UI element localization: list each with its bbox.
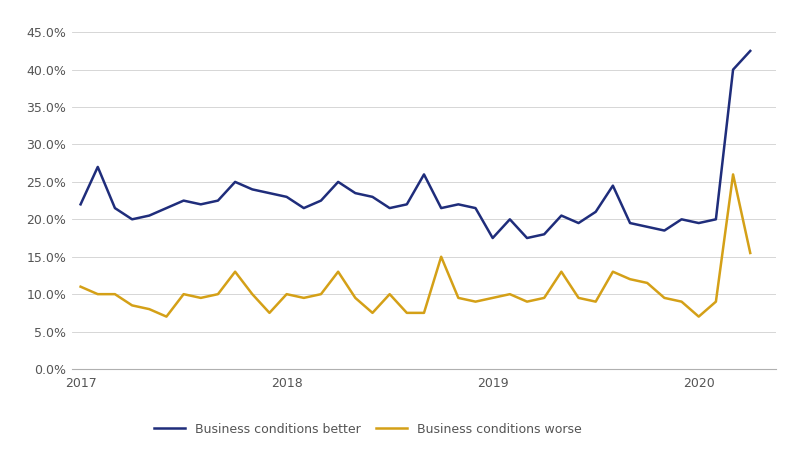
Business conditions worse bbox=[162, 314, 171, 319]
Business conditions better bbox=[522, 235, 532, 241]
Business conditions better bbox=[574, 220, 583, 226]
Business conditions worse bbox=[247, 292, 257, 297]
Business conditions worse bbox=[110, 292, 120, 297]
Business conditions better bbox=[454, 202, 463, 207]
Business conditions better bbox=[557, 213, 566, 218]
Business conditions worse bbox=[539, 295, 549, 301]
Business conditions worse bbox=[179, 292, 189, 297]
Business conditions worse bbox=[454, 295, 463, 301]
Business conditions worse bbox=[385, 292, 394, 297]
Business conditions better bbox=[196, 202, 206, 207]
Line: Business conditions worse: Business conditions worse bbox=[81, 175, 750, 317]
Business conditions worse bbox=[334, 269, 343, 274]
Business conditions worse bbox=[746, 250, 755, 256]
Business conditions better bbox=[436, 205, 446, 211]
Business conditions worse bbox=[127, 303, 137, 308]
Business conditions better bbox=[539, 232, 549, 237]
Business conditions worse bbox=[282, 292, 291, 297]
Business conditions better bbox=[659, 228, 669, 233]
Business conditions worse bbox=[574, 295, 583, 301]
Business conditions worse bbox=[488, 295, 498, 301]
Business conditions worse bbox=[626, 276, 635, 282]
Business conditions better bbox=[728, 67, 738, 72]
Business conditions worse bbox=[213, 292, 222, 297]
Business conditions worse bbox=[470, 299, 480, 304]
Business conditions better bbox=[299, 205, 309, 211]
Business conditions worse bbox=[711, 299, 721, 304]
Business conditions better bbox=[127, 216, 137, 222]
Business conditions better bbox=[316, 198, 326, 203]
Business conditions better bbox=[247, 187, 257, 192]
Business conditions better bbox=[265, 190, 274, 196]
Business conditions better bbox=[145, 213, 154, 218]
Business conditions better bbox=[591, 209, 601, 215]
Business conditions worse bbox=[505, 292, 514, 297]
Business conditions better bbox=[470, 205, 480, 211]
Business conditions better bbox=[350, 190, 360, 196]
Business conditions better bbox=[419, 172, 429, 177]
Business conditions better bbox=[642, 224, 652, 230]
Business conditions better bbox=[93, 164, 102, 170]
Business conditions worse bbox=[368, 310, 378, 315]
Business conditions worse bbox=[728, 172, 738, 177]
Business conditions worse bbox=[145, 306, 154, 312]
Business conditions better bbox=[711, 216, 721, 222]
Business conditions worse bbox=[642, 280, 652, 286]
Business conditions worse bbox=[402, 310, 412, 315]
Business conditions worse bbox=[419, 310, 429, 315]
Business conditions better bbox=[76, 202, 86, 207]
Business conditions better bbox=[402, 202, 412, 207]
Business conditions worse bbox=[316, 292, 326, 297]
Business conditions worse bbox=[76, 284, 86, 289]
Business conditions better bbox=[488, 235, 498, 241]
Business conditions better bbox=[162, 205, 171, 211]
Business conditions worse bbox=[93, 292, 102, 297]
Business conditions better bbox=[626, 220, 635, 226]
Business conditions better bbox=[385, 205, 394, 211]
Business conditions worse bbox=[677, 299, 686, 304]
Business conditions better bbox=[282, 194, 291, 199]
Business conditions worse bbox=[436, 254, 446, 260]
Business conditions better bbox=[608, 183, 618, 189]
Business conditions better bbox=[368, 194, 378, 199]
Business conditions worse bbox=[694, 314, 703, 319]
Business conditions better bbox=[694, 220, 703, 226]
Business conditions better bbox=[110, 205, 120, 211]
Business conditions better bbox=[213, 198, 222, 203]
Business conditions better bbox=[677, 216, 686, 222]
Business conditions worse bbox=[608, 269, 618, 274]
Business conditions better bbox=[505, 216, 514, 222]
Business conditions worse bbox=[591, 299, 601, 304]
Line: Business conditions better: Business conditions better bbox=[81, 51, 750, 238]
Business conditions worse bbox=[265, 310, 274, 315]
Business conditions worse bbox=[659, 295, 669, 301]
Legend: Business conditions better, Business conditions worse: Business conditions better, Business con… bbox=[149, 418, 586, 441]
Business conditions better bbox=[179, 198, 189, 203]
Business conditions worse bbox=[196, 295, 206, 301]
Business conditions worse bbox=[350, 295, 360, 301]
Business conditions better bbox=[334, 179, 343, 184]
Business conditions worse bbox=[557, 269, 566, 274]
Business conditions worse bbox=[299, 295, 309, 301]
Business conditions worse bbox=[522, 299, 532, 304]
Business conditions better bbox=[230, 179, 240, 184]
Business conditions better bbox=[746, 48, 755, 54]
Business conditions worse bbox=[230, 269, 240, 274]
